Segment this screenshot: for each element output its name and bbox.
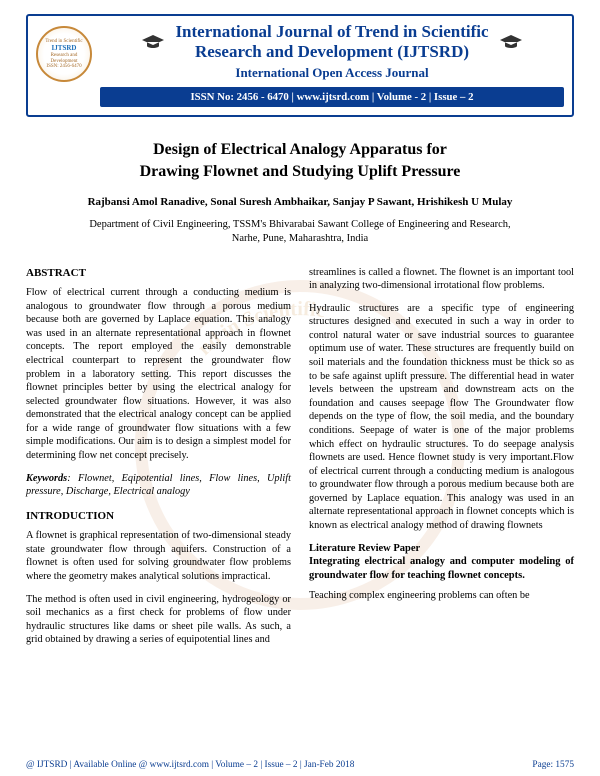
- abstract-heading: ABSTRACT: [26, 266, 291, 281]
- page-footer: @ IJTSRD | Available Online @ www.ijtsrd…: [26, 760, 574, 770]
- two-column-body: ABSTRACT Flow of electrical current thro…: [26, 266, 574, 656]
- authors-line: Rajbansi Amol Ranadive, Sonal Suresh Amb…: [26, 196, 574, 208]
- grad-cap-right-icon: [499, 34, 523, 50]
- affiliation: Department of Civil Engineering, TSSM's …: [26, 218, 574, 245]
- grad-cap-left-icon: [141, 34, 165, 50]
- keywords-line: Keywords: Flownet, Eqipotential lines, F…: [26, 472, 291, 499]
- lit-review-p: Teaching complex engineering problems ca…: [309, 589, 574, 603]
- affil-line1: Department of Civil Engineering, TSSM's …: [26, 218, 574, 232]
- open-access-label: International Open Access Journal: [100, 65, 564, 81]
- footer-left: @ IJTSRD | Available Online @ www.ijtsrd…: [26, 760, 354, 770]
- keywords-label: Keywords: [26, 473, 67, 484]
- journal-logo: Trend in Scientific IJTSRD Research and …: [36, 26, 92, 82]
- logo-ring-text-2: Research and Development: [38, 53, 90, 64]
- lit-review-label: Literature Review Paper: [309, 542, 574, 556]
- paper-title-line1: Design of Electrical Analogy Apparatus f…: [26, 139, 574, 161]
- abstract-text: Flow of electrical current through a con…: [26, 286, 291, 463]
- issn-info-bar: ISSN No: 2456 - 6470 | www.ijtsrd.com | …: [100, 87, 564, 107]
- journal-title-line2: Research and Development (IJTSRD): [175, 42, 488, 62]
- right-column: streamlines is called a flownet. The flo…: [309, 266, 574, 656]
- journal-title-line1: International Journal of Trend in Scient…: [175, 22, 488, 42]
- logo-issn: ISSN: 2456-6470: [46, 64, 81, 69]
- introduction-heading: INTRODUCTION: [26, 509, 291, 524]
- intro-p2: The method is often used in civil engine…: [26, 593, 291, 647]
- paper-title: Design of Electrical Analogy Apparatus f…: [26, 139, 574, 182]
- footer-right: Page: 1575: [532, 760, 574, 770]
- paper-title-line2: Drawing Flownet and Studying Uplift Pres…: [26, 161, 574, 183]
- right-p2: Hydraulic structures are a specific type…: [309, 302, 574, 533]
- left-column: ABSTRACT Flow of electrical current thro…: [26, 266, 291, 656]
- intro-p1: A flownet is graphical representation of…: [26, 529, 291, 583]
- right-p1: streamlines is called a flownet. The flo…: [309, 266, 574, 293]
- logo-center-text: IJTSRD: [52, 45, 77, 52]
- affil-line2: Narhe, Pune, Maharashtra, India: [26, 232, 574, 246]
- header-title-row: International Journal of Trend in Scient…: [100, 22, 564, 61]
- journal-header: Trend in Scientific IJTSRD Research and …: [26, 14, 574, 117]
- lit-review-title: Integrating electrical analogy and compu…: [309, 555, 574, 583]
